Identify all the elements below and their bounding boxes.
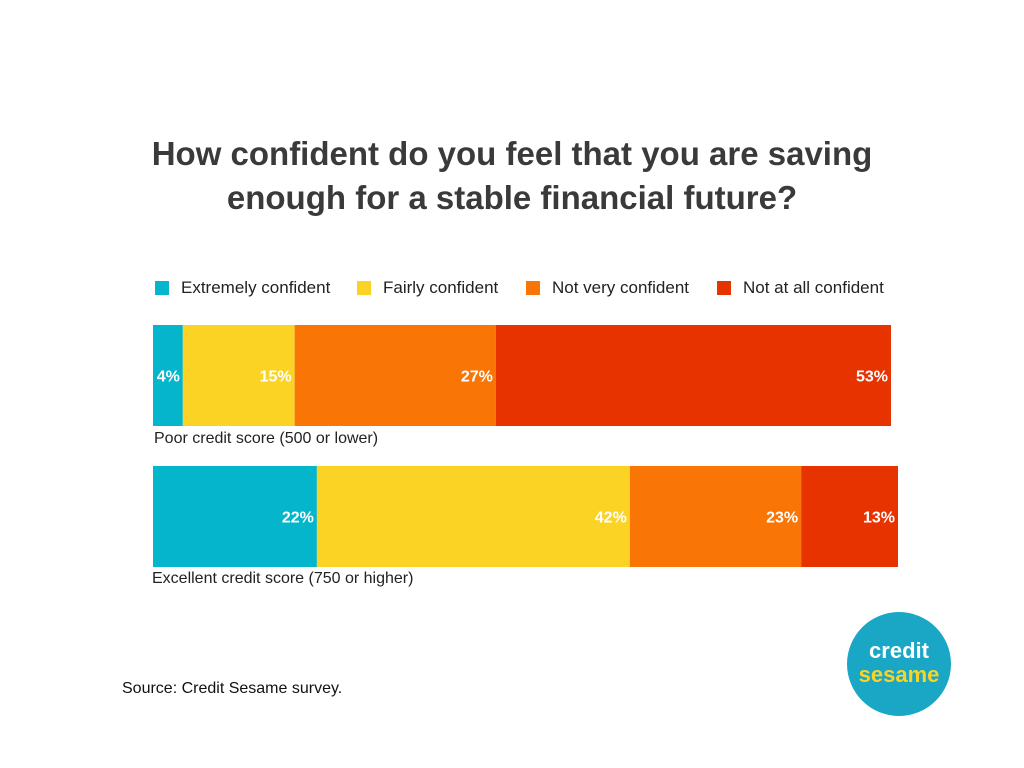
data-label-poor-credit-not-very-confident: 27% [461,369,493,386]
legend-swatch-not-very-confident [526,281,540,295]
legend-item-not-at-all-confident: Not at all confident [717,276,884,300]
credit-sesame-logo: credit sesame [847,612,951,716]
data-label-excellent-credit-not-very-confident: 23% [766,510,798,527]
legend-item-not-very-confident: Not very confident [526,276,689,300]
stacked-bar-chart: 4% 15% 27% 53% 22% 42% 23% 13% [153,325,898,567]
legend-label-extremely-confident: Extremely confident [181,278,331,297]
data-label-excellent-credit-not-at-all-confident: 13% [863,510,895,527]
chart-legend: Extremely confident Fairly confident Not… [0,276,1024,300]
data-label-excellent-credit-fairly-confident: 42% [595,510,627,527]
legend-label-not-very-confident: Not very confident [552,278,690,297]
source-note: Source: Credit Sesame survey. [122,680,343,697]
legend-swatch-not-at-all-confident [717,281,731,295]
legend-label-not-at-all-confident: Not at all confident [743,278,884,297]
chart-title-line-1: How confident do you feel that you are s… [151,135,873,172]
data-label-excellent-credit-extremely-confident: 22% [282,510,314,527]
bar-segment-excellent-credit-not-at-all-confident [801,466,898,567]
bar-segment-excellent-credit-not-very-confident [629,466,802,567]
legend-item-fairly-confident: Fairly confident [357,276,498,300]
legend-swatch-fairly-confident [357,281,371,295]
data-label-poor-credit-fairly-confident: 15% [260,369,292,386]
legend-swatch-extremely-confident [155,281,169,295]
data-label-poor-credit-extremely-confident: 4% [157,369,180,386]
bar-segment-poor-credit-not-at-all-confident [495,325,891,426]
bar-segment-excellent-credit-extremely-confident [153,466,317,567]
bar-caption-poor-credit: Poor credit score (500 or lower) [154,430,379,447]
legend-item-extremely-confident: Extremely confident [155,276,330,300]
credit-sesame-logo-mark: credit sesame [859,638,940,687]
logo-text-credit: credit [869,638,930,663]
bar-segment-poor-credit-not-very-confident [294,325,496,426]
data-label-poor-credit-not-at-all-confident: 53% [856,369,888,386]
chart-title: How confident do you feel that you are s… [62,132,962,220]
bar-caption-excellent-credit: Excellent credit score (750 or higher) [152,570,414,587]
bar-segment-poor-credit-fairly-confident [182,325,295,426]
logo-text-sesame: sesame [859,662,940,687]
legend-label-fairly-confident: Fairly confident [383,278,499,297]
chart-title-line-2: enough for a stable financial future? [226,179,798,216]
bar-segment-excellent-credit-fairly-confident [316,466,630,567]
bar-segment-poor-credit-extremely-confident [153,325,183,426]
